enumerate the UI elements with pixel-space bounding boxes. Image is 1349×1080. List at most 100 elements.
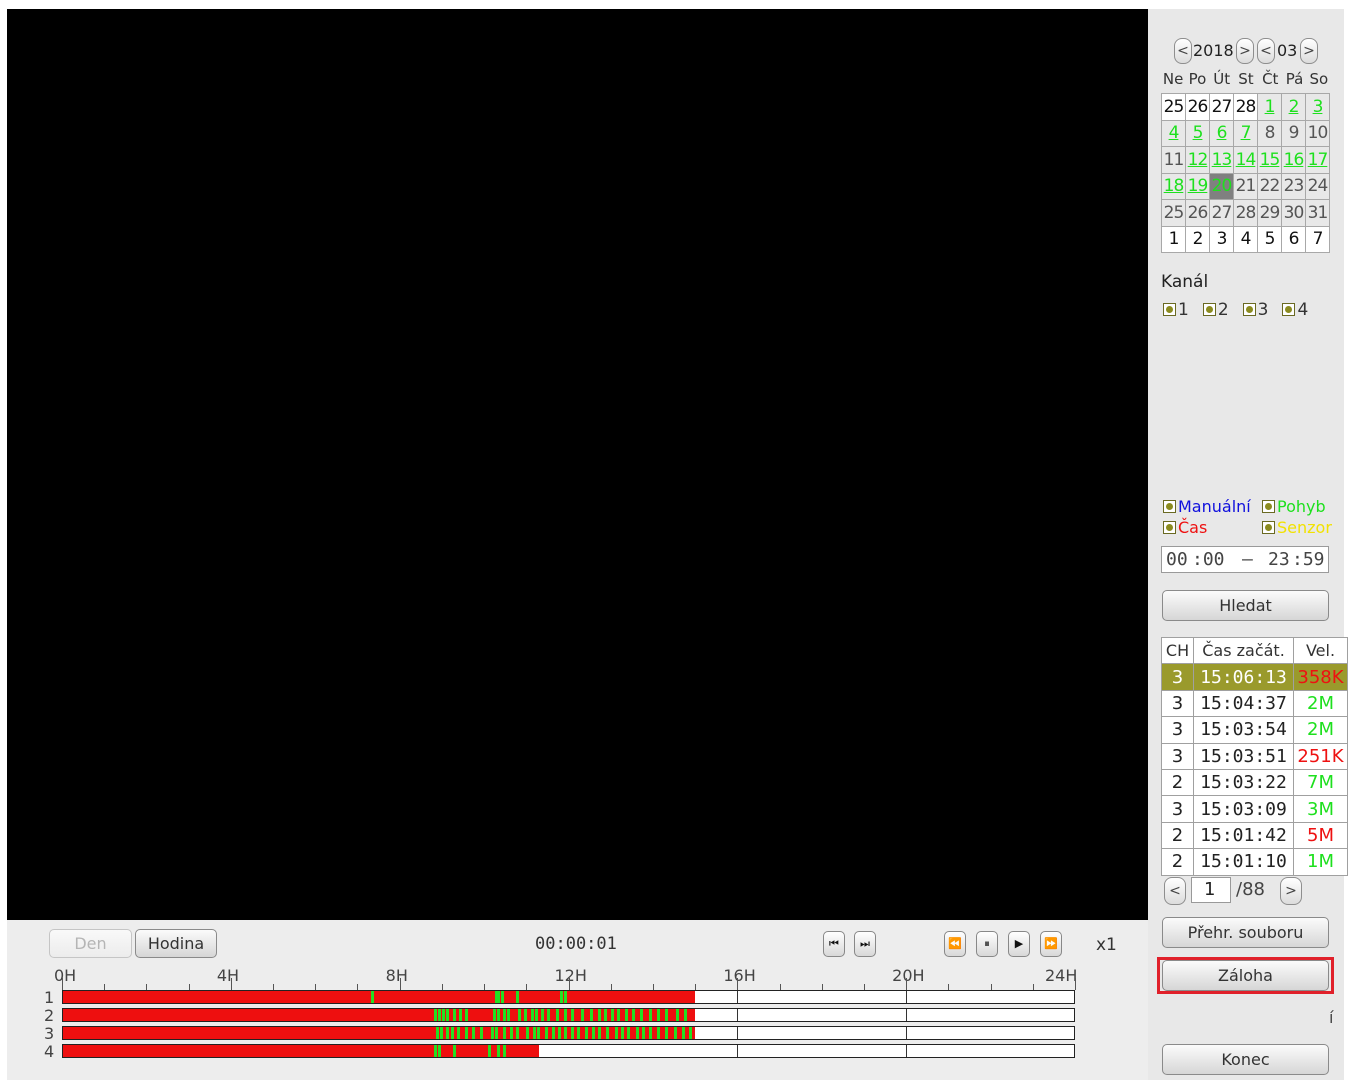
file-row[interactable]: 3 15:03:54 2M [1161,716,1348,744]
calendar-day[interactable]: 19 [1185,172,1210,200]
motion-mark [560,991,564,1003]
track-gridline [737,1045,738,1057]
prev-month-button[interactable]: < [1257,38,1275,64]
calendar-day[interactable]: 24 [1305,172,1330,200]
calendar-day[interactable]: 27 [1209,93,1234,121]
calendar-day[interactable]: 12 [1185,146,1210,174]
calendar-day[interactable]: 26 [1185,199,1210,227]
type-time[interactable]: Čas [1163,518,1207,537]
prev-year-button[interactable]: < [1174,38,1192,64]
type-sensor[interactable]: Senzor [1262,518,1332,537]
search-button[interactable]: Hledat [1162,590,1329,621]
track-gridline [905,991,907,1003]
time-checkbox[interactable] [1163,521,1176,534]
file-row[interactable]: 3 15:04:37 2M [1161,689,1348,718]
channel-4-checkbox[interactable]: 4 [1282,300,1308,320]
calendar-day[interactable]: 4 [1233,225,1258,253]
hour-view-button[interactable]: Hodina [135,929,217,958]
next-file-button[interactable]: ⏭ [854,931,876,957]
end-minute[interactable]: :59 [1292,549,1325,570]
prev-file-button[interactable]: ⏮ [823,931,845,957]
fast-forward-button[interactable]: ⏩ [1040,931,1062,957]
calendar-day[interactable]: 2 [1185,225,1210,253]
backup-button[interactable]: Záloha [1162,960,1329,991]
next-month-button[interactable]: > [1300,38,1318,64]
calendar-day[interactable]: 28 [1233,199,1258,227]
calendar-day[interactable]: 2 [1281,93,1306,121]
play-button[interactable]: ▶ [1008,931,1030,957]
file-row[interactable]: 3 15:03:51 251K [1161,742,1348,770]
exit-button[interactable]: Konec [1162,1044,1329,1075]
channel-1-checkbox[interactable]: 1 [1163,300,1189,320]
calendar-day[interactable]: 23 [1281,172,1306,200]
start-minute[interactable]: :00 [1192,549,1225,570]
calendar-day[interactable]: 7 [1233,119,1258,147]
calendar-day[interactable]: 1 [1161,225,1186,253]
file-channel: 2 [1161,821,1194,850]
calendar-day[interactable]: 7 [1305,225,1330,253]
calendar-day[interactable]: 14 [1233,146,1258,174]
file-row[interactable]: 3 15:06:13 358K [1161,663,1348,691]
channel-2-checkbox[interactable]: 2 [1202,300,1229,320]
calendar-day[interactable]: 30 [1281,199,1306,227]
calendar-day[interactable]: 17 [1305,146,1330,174]
calendar-day[interactable]: 27 [1209,199,1234,227]
calendar-day[interactable]: 25 [1161,93,1186,121]
calendar-day[interactable]: 5 [1185,119,1210,147]
start-hour[interactable]: 00 [1166,549,1188,570]
pause-button[interactable]: ⏸ [976,931,998,957]
type-motion[interactable]: Pohyb [1262,497,1326,516]
file-row[interactable]: 2 15:01:42 5M [1161,821,1348,850]
calendar-day[interactable]: 5 [1257,225,1282,253]
rewind-button[interactable]: ⏪ [944,931,966,957]
page-input[interactable]: 1 [1191,877,1231,903]
calendar-day[interactable]: 10 [1305,119,1330,147]
motion-mark [488,1045,492,1057]
file-row[interactable]: 2 15:03:22 7M [1161,768,1348,797]
motion-checkbox[interactable] [1262,500,1275,513]
prev-page-button[interactable]: < [1164,877,1186,905]
calendar-day[interactable]: 15 [1257,146,1282,174]
timeline-track-ch1[interactable] [62,990,1075,1004]
calendar-day[interactable]: 28 [1233,93,1258,121]
next-page-button[interactable]: > [1280,877,1302,905]
file-row[interactable]: 3 15:03:09 3M [1161,795,1348,823]
calendar-day[interactable]: 3 [1305,93,1330,121]
calendar-day[interactable]: 26 [1185,93,1210,121]
file-playback-button[interactable]: Přehr. souboru [1162,917,1329,948]
calendar-day[interactable]: 4 [1161,119,1186,147]
calendar-day[interactable]: 21 [1233,172,1258,200]
calendar-day[interactable]: 22 [1257,172,1282,200]
channel-3-checkbox[interactable]: 3 [1242,300,1268,320]
calendar-day[interactable]: 11 [1161,146,1186,174]
day-view-button[interactable]: Den [49,929,132,958]
motion-mark [675,1009,679,1021]
timeline-track-ch4[interactable] [62,1044,1075,1058]
motion-mark [509,1027,513,1039]
calendar-day[interactable]: 6 [1281,225,1306,253]
timeline-track-ch2[interactable] [62,1008,1075,1022]
calendar-day[interactable]: 29 [1257,199,1282,227]
next-year-button[interactable]: > [1236,38,1254,64]
calendar-day[interactable]: 20 [1209,172,1234,200]
file-start-time: 15:06:13 [1193,663,1294,691]
calendar-day[interactable]: 9 [1281,119,1306,147]
timeline-track-ch3[interactable] [62,1026,1075,1040]
calendar-day[interactable]: 13 [1209,146,1234,174]
calendar-day[interactable]: 8 [1257,119,1282,147]
manual-checkbox[interactable] [1163,500,1176,513]
calendar-day[interactable]: 18 [1161,172,1186,200]
type-manual[interactable]: Manuální [1163,497,1251,516]
calendar-day[interactable]: 25 [1161,199,1186,227]
calendar-day[interactable]: 31 [1305,199,1330,227]
file-row[interactable]: 2 15:01:10 1M [1161,848,1348,876]
calendar-day[interactable]: 6 [1209,119,1234,147]
motion-mark [564,1009,568,1021]
hour-label: 20H [892,966,925,985]
time-range-field[interactable]: 00 :00 – 23 :59 [1161,546,1329,573]
calendar-day[interactable]: 16 [1281,146,1306,174]
end-hour[interactable]: 23 [1268,549,1290,570]
sensor-checkbox[interactable] [1262,521,1275,534]
calendar-day[interactable]: 3 [1209,225,1234,253]
calendar-day[interactable]: 1 [1257,93,1282,121]
